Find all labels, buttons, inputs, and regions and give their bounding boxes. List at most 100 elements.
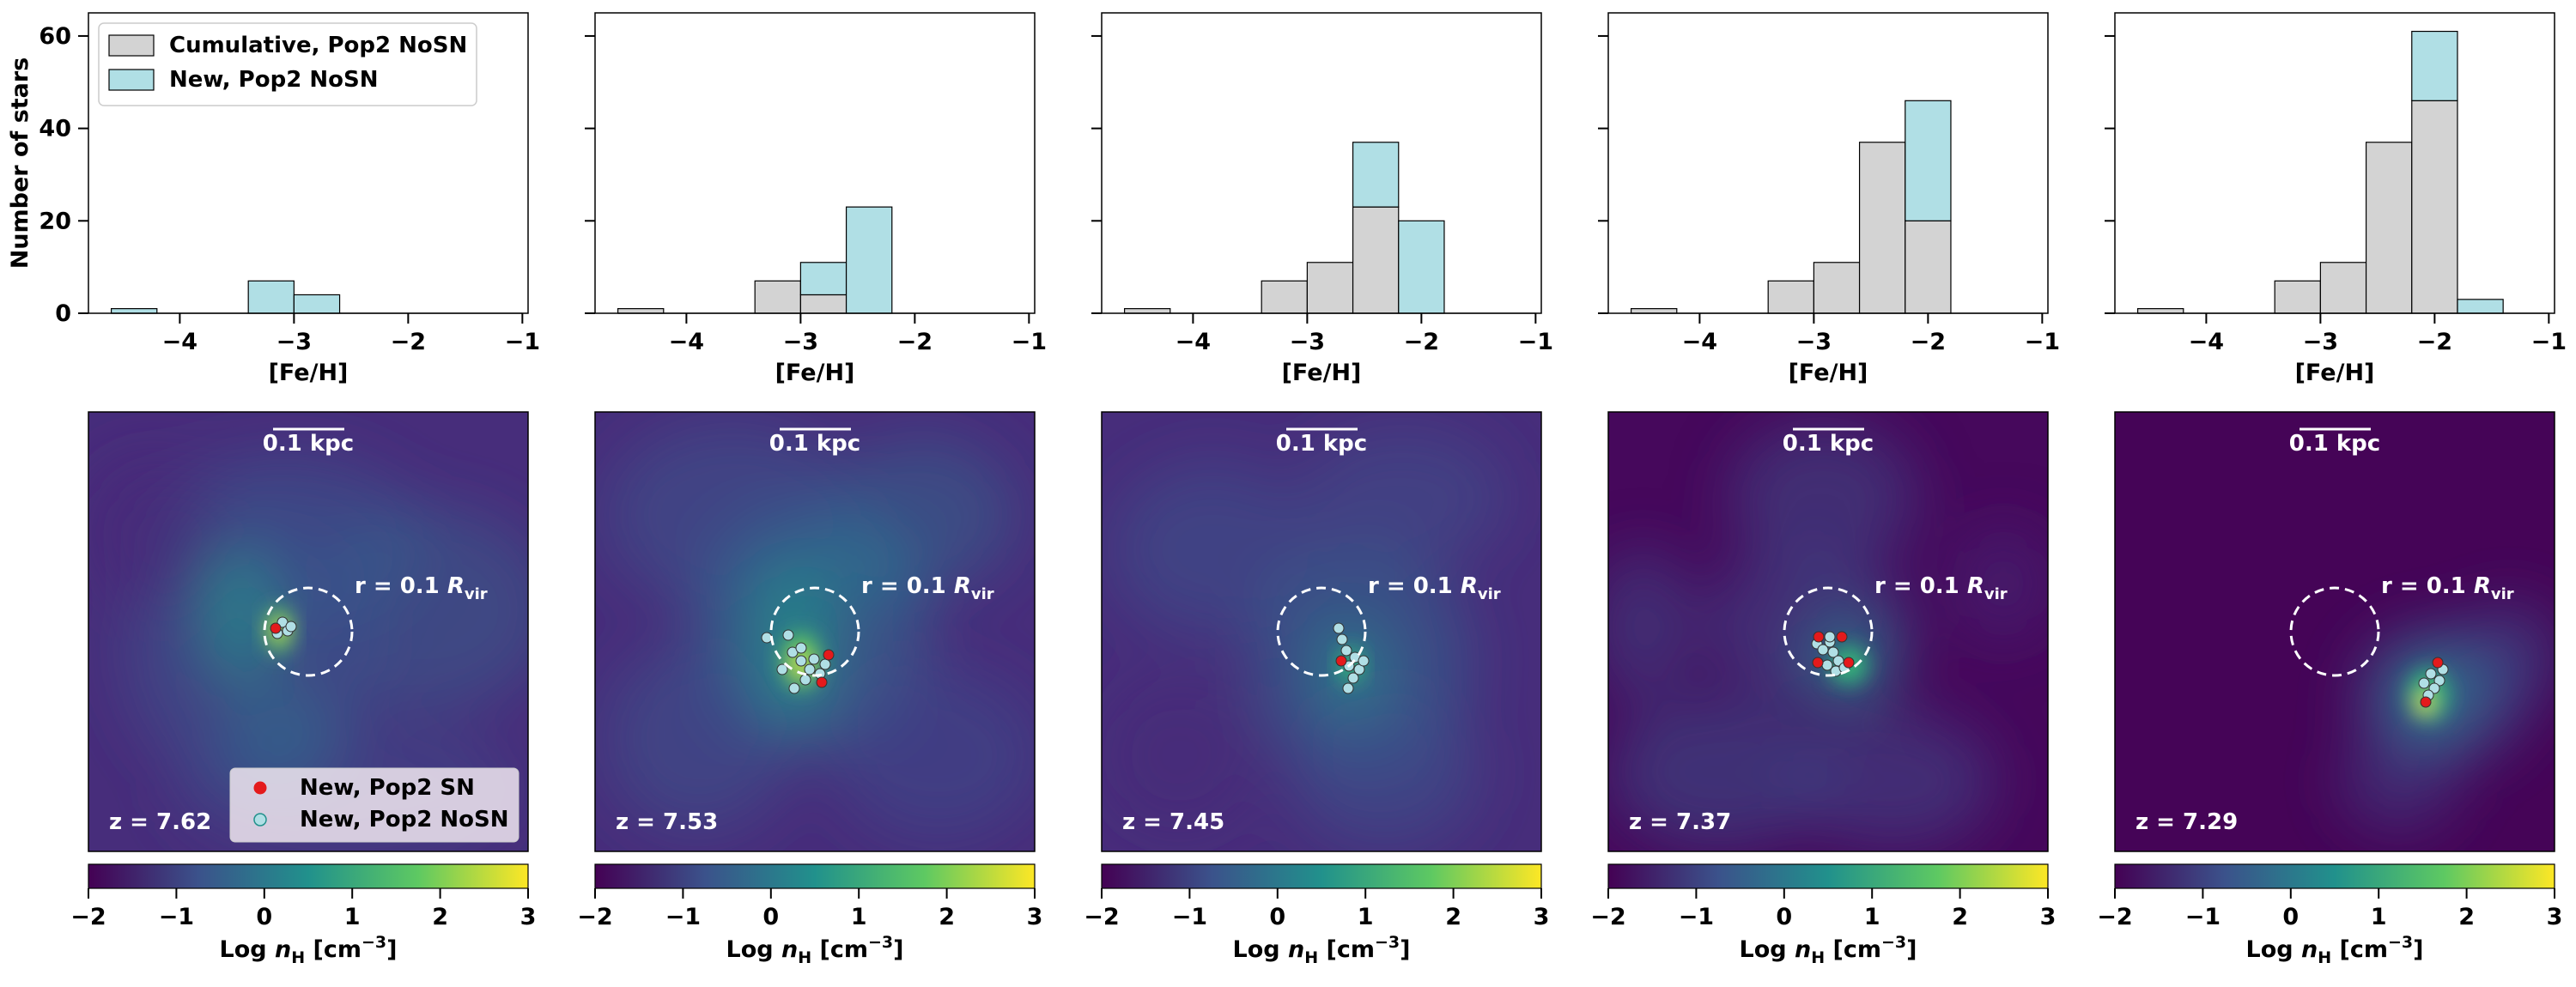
colorbar-label: Log nH [cm−3] [726, 933, 904, 967]
colorbar-tick-label: 2 [1952, 904, 1968, 930]
star-nosn [1824, 631, 1836, 643]
legend-swatch-new [108, 69, 155, 91]
star-sn [1335, 655, 1347, 667]
map-frame [1101, 411, 1542, 852]
map-legend-label-sn: New, Pop2 SN [300, 775, 475, 801]
histogram-legend-frame [98, 22, 477, 106]
colorbar-tick-label: 1 [2371, 904, 2387, 930]
x-tick-label: −3 [1796, 329, 1832, 355]
redshift-label: z = 7.62 [109, 809, 211, 835]
star-nosn [2433, 675, 2445, 687]
colorbar-gradient [2114, 863, 2555, 889]
x-tick-label: −4 [1176, 329, 1211, 355]
colorbar-tick-label: 2 [939, 904, 955, 930]
redshift-label: z = 7.29 [2136, 809, 2238, 835]
star-nosn [804, 663, 816, 675]
scale-bar-label: 0.1 kpc [263, 431, 354, 457]
star-nosn [795, 655, 807, 667]
bar-new [1905, 100, 1952, 221]
colorbar-tick-label: −2 [2097, 904, 2132, 930]
x-tick-label: −1 [1012, 329, 1047, 355]
x-tick-label: −3 [783, 329, 818, 355]
x-tick-label: −2 [391, 329, 426, 355]
star-nosn [808, 653, 820, 665]
bar-new [1398, 220, 1445, 314]
map-legend-marker-sn [253, 781, 267, 795]
bar-cumulative [799, 294, 848, 314]
histogram-panel-4: −4 −3 −2 −1 [Fe/H] [1598, 12, 2060, 386]
x-tick-label: −1 [2531, 329, 2567, 355]
colorbar-tick-label: −2 [577, 904, 612, 930]
star-nosn [1342, 682, 1354, 694]
redshift-label: z = 7.37 [1629, 809, 1731, 835]
star-particles [1333, 622, 1370, 694]
star-sn [823, 649, 835, 661]
bar-new [293, 294, 341, 314]
colorbar-tick-label: 0 [762, 904, 779, 930]
histogram-y-axis-label: Number of stars [7, 58, 33, 269]
legend-label-cumulative: Cumulative, Pop2 NoSN [169, 33, 467, 58]
histogram-panel-3: −4 −3 −2 −1 [Fe/H] [1091, 12, 1553, 386]
star-sn [270, 622, 282, 634]
star-sn [1813, 631, 1825, 643]
bar-new [110, 308, 158, 314]
star-particles [1811, 631, 1855, 677]
virial-radius-circle [263, 586, 354, 677]
colorbar-tick-label: 2 [2458, 904, 2475, 930]
histogram-frame [2114, 12, 2555, 314]
colorbar-tick-label: −1 [1172, 904, 1207, 930]
map-legend-marker-nosn [253, 813, 267, 827]
star-particles [2418, 657, 2449, 708]
bar-cumulative [1123, 308, 1171, 314]
colorbar-tick-label: −2 [70, 904, 106, 930]
histogram-panel-5: −4 −3 −2 −1 [Fe/H] [2105, 12, 2567, 386]
y-tick-label: 60 [39, 23, 71, 50]
histogram-frame [88, 12, 529, 314]
star-sn [1836, 631, 1848, 643]
map-legend-frame [229, 767, 519, 843]
star-nosn [799, 674, 811, 686]
bar-cumulative [2136, 308, 2184, 314]
x-tick-label: −4 [1682, 329, 1717, 355]
virial-radius-label: r = 0.1 Rvir [1874, 573, 2008, 603]
colorbar-label: Log nH [cm−3] [220, 933, 398, 967]
x-tick-label: −3 [276, 329, 312, 355]
histogram-frame [1101, 12, 1542, 314]
colorbar-tick-label: −2 [1084, 904, 1119, 930]
legend-swatch-cumulative [108, 34, 155, 57]
density-map-panel-1: 0.1 kpc r = 0.1 Rvir z = 7.62 New, Pop2 … [88, 411, 529, 852]
colorbar-label: Log nH [cm−3] [1740, 933, 1917, 967]
colorbar-tick-label: 0 [1269, 904, 1285, 930]
density-map-panel-5: 0.1 kpc r = 0.1 Rvir z = 7.29 [2114, 411, 2555, 852]
bar-cumulative [1352, 206, 1400, 314]
bar-cumulative [1630, 308, 1678, 314]
star-nosn [1336, 633, 1348, 645]
bar-cumulative [754, 280, 801, 314]
virial-radius-circle [1276, 586, 1367, 677]
x-tick-label: −3 [1290, 329, 1325, 355]
bar-cumulative [1306, 262, 1354, 314]
map-legend-label-nosn: New, Pop2 NoSN [300, 807, 508, 833]
virial-radius-label: r = 0.1 Rvir [355, 573, 488, 603]
colorbar-tick-label: 1 [851, 904, 867, 930]
bar-new [2457, 299, 2504, 314]
density-map-panel-4: 0.1 kpc r = 0.1 Rvir z = 7.37 [1607, 411, 2049, 852]
colorbar-tick-label: 1 [344, 904, 361, 930]
star-nosn [2418, 677, 2430, 689]
star-nosn [285, 621, 297, 633]
star-particles [761, 629, 835, 694]
histogram-frame [594, 12, 1036, 314]
x-tick-label: −1 [505, 329, 540, 355]
x-axis-label: [Fe/H] [2295, 360, 2375, 386]
colorbar-tick-label: 3 [2547, 904, 2563, 930]
star-nosn [795, 642, 807, 654]
colorbar-tick-label: −1 [665, 904, 701, 930]
bar-new [1352, 142, 1400, 208]
x-tick-label: −2 [2417, 329, 2452, 355]
x-tick-label: −2 [1911, 329, 1946, 355]
redshift-label: z = 7.45 [1122, 809, 1224, 835]
star-nosn [776, 663, 788, 675]
bar-cumulative [617, 308, 665, 314]
scale-bar-label: 0.1 kpc [2289, 431, 2380, 457]
colorbar-tick-label: −1 [1679, 904, 1714, 930]
